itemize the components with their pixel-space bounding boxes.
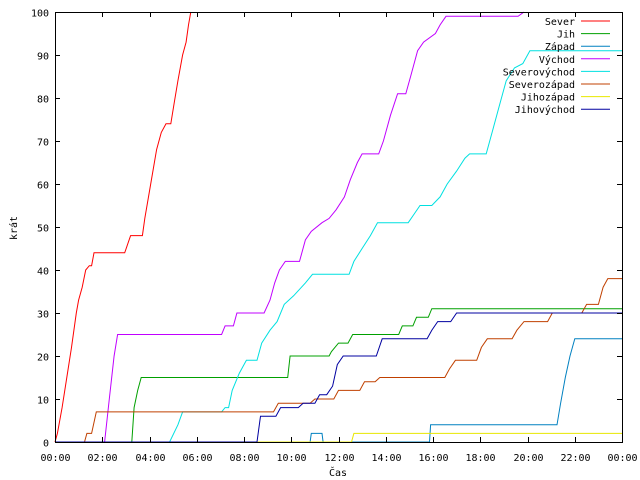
series-line-3	[55, 11, 525, 443]
series-line-0	[54, 11, 192, 443]
x-axis-title: Čas	[329, 466, 347, 479]
legend-label: Jih	[557, 30, 575, 41]
y-tick-label: 60	[37, 181, 49, 192]
series-line-4	[55, 50, 622, 443]
y-tick-label: 70	[37, 138, 49, 149]
legend-label: Sever	[545, 17, 575, 28]
x-tick-label: 02:00	[87, 453, 117, 464]
y-tick-label: 50	[37, 224, 49, 235]
legend-label: Západ	[545, 41, 575, 53]
y-tick-label: 10	[37, 396, 49, 407]
x-tick-label: 20:00	[513, 453, 543, 464]
x-tick-label: 14:00	[371, 453, 401, 464]
series-line-2	[55, 338, 622, 443]
series-line-7	[55, 312, 622, 443]
x-tick-label: 16:00	[418, 453, 448, 464]
legend-label: Východ	[539, 54, 575, 66]
y-axis-title: krát	[8, 216, 20, 240]
y-tick-label: 80	[37, 95, 49, 106]
y-tick-label: 0	[43, 439, 49, 450]
x-tick-label: 10:00	[276, 453, 306, 464]
x-tick-label: 12:00	[324, 453, 354, 464]
legend-label: Jihovýchod	[515, 104, 575, 116]
x-tick-label: 18:00	[465, 453, 495, 464]
x-tick-label: 08:00	[229, 453, 259, 464]
legend-label: Severozápad	[509, 79, 575, 91]
legend-label: Jihozápad	[521, 92, 575, 104]
series-line-1	[55, 308, 622, 443]
y-tick-label: 100	[31, 9, 49, 20]
legend: Sever JihZápadVýchodSeverovýchodSeverozáp…	[503, 17, 610, 116]
tick-layer: 00:00 02:00 04:00 06:00 08:00 10:00 12:00 14:00…	[31, 9, 638, 465]
x-tick-label: 00:00	[40, 453, 70, 464]
x-tick-label: 22:00	[560, 453, 590, 464]
series-layer	[54, 11, 622, 443]
x-tick-label: 00:00	[607, 453, 637, 464]
y-tick-label: 90	[37, 52, 49, 63]
y-tick-label: 40	[37, 267, 49, 278]
y-tick-label: 20	[37, 353, 49, 364]
x-tick-label: 04:00	[135, 453, 165, 464]
x-tick-label: 06:00	[182, 453, 212, 464]
legend-label: Severovýchod	[503, 66, 575, 78]
y-tick-label: 30	[37, 310, 49, 321]
